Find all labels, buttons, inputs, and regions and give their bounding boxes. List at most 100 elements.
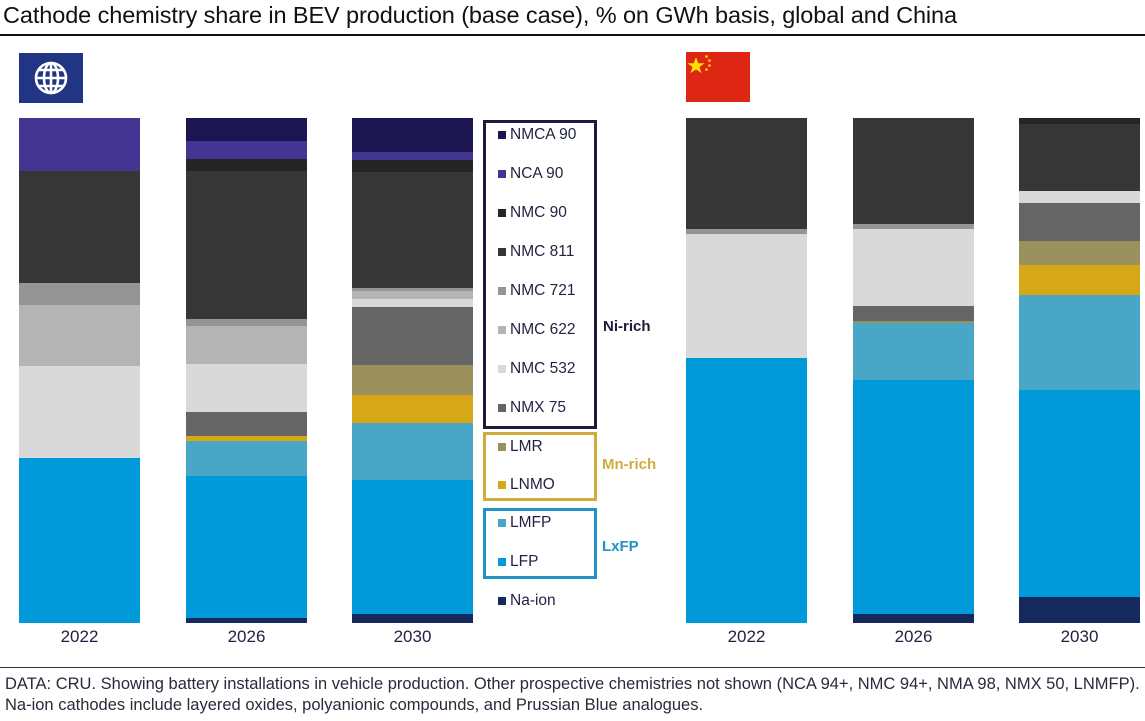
bar-segment-nmc-90 (1019, 117, 1140, 125)
x-tick-label: 2030 (393, 627, 432, 646)
legend-swatch (498, 326, 506, 334)
x-tick-label: 2022 (60, 627, 99, 646)
bar-segment-nmc-532 (186, 363, 307, 413)
bar-segment-na-ion (1019, 596, 1140, 623)
bar-segment-nmc-532 (1019, 190, 1140, 204)
bar-segment-lmfp (853, 322, 974, 381)
legend-swatch (498, 404, 506, 412)
bar-segment-lfp (19, 457, 140, 623)
bar-global-2026 (186, 117, 307, 623)
bar-segment-nmx-75 (1019, 202, 1140, 242)
legend-item-nmc-532: NMC 532 (498, 360, 575, 378)
legend-swatch (498, 365, 506, 373)
x-tick-label: 2022 (727, 627, 766, 646)
bar-segment-lmfp (186, 441, 307, 477)
legend-item-nmx-75: NMX 75 (498, 399, 566, 417)
bar-segment-lfp (352, 479, 473, 614)
legend-label: LMFP (510, 514, 552, 531)
legend-label: NMC 532 (510, 360, 576, 377)
globe-icon (19, 53, 83, 103)
bar-segment-lmr (1019, 240, 1140, 266)
legend-swatch (498, 558, 506, 566)
legend-swatch (498, 248, 506, 256)
legend-label: NMC 721 (510, 282, 576, 299)
legend-swatch (498, 443, 506, 451)
bar-segment-lnmo (186, 435, 307, 442)
bar-segment-lmr (352, 365, 473, 396)
legend-group-label-lxfp: LxFP (602, 538, 639, 555)
china-flag-icon (686, 52, 750, 102)
bar-segment-nmc-721 (686, 228, 807, 235)
legend-item-nmc-622: NMC 622 (498, 321, 575, 339)
legend-group-mn-rich-box (483, 432, 597, 501)
bar-china-2026 (853, 117, 974, 623)
legend-item-nmca-90: NMCA 90 (498, 126, 576, 144)
legend-swatch (498, 481, 506, 489)
legend-label: NMCA 90 (510, 126, 577, 143)
bar-segment-lnmo (352, 394, 473, 424)
bar-segment-lnmo (1019, 265, 1140, 296)
bar-segment-nmc-811 (352, 171, 473, 289)
legend-swatch (498, 597, 506, 605)
bar-segment-nmc-622 (186, 325, 307, 365)
legend-item-nmc-90: NMC 90 (498, 204, 567, 222)
bar-segment-na-ion (853, 613, 974, 623)
legend-item-nca-90: NCA 90 (498, 165, 563, 183)
legend-item-nmc-811: NMC 811 (498, 243, 574, 261)
footnote: DATA: CRU. Showing battery installations… (5, 675, 1140, 714)
legend-label: NMC 622 (510, 321, 576, 338)
legend-label: Na-ion (510, 592, 556, 609)
legend-item-nmc-721: NMC 721 (498, 282, 575, 300)
bar-segment-lfp (853, 379, 974, 614)
bar-segment-nmc-532 (19, 366, 140, 459)
bar-segment-nmc-721 (352, 287, 473, 292)
legend-group-ni-rich-box (483, 120, 597, 429)
legend-group-label-ni-rich: Ni-rich (603, 318, 651, 335)
bar-segment-nmc-811 (853, 117, 974, 225)
bar-segment-lfp (1019, 389, 1140, 598)
chart-title: Cathode chemistry share in BEV productio… (3, 2, 957, 28)
bar-segment-lfp (186, 475, 307, 618)
bar-segment-nmc-811 (1019, 123, 1140, 192)
title-divider (0, 34, 1145, 36)
bar-segment-nmc-90 (352, 159, 473, 173)
bar-global-2022 (19, 117, 140, 623)
bar-global-2030 (352, 117, 473, 623)
bar-segment-nca-90 (352, 151, 473, 160)
bar-segment-lmfp (1019, 294, 1140, 391)
footnote-divider (0, 667, 1145, 668)
bar-segment-na-ion (186, 617, 307, 623)
legend-label: NMC 811 (510, 243, 575, 260)
bar-segment-nmc-811 (686, 117, 807, 229)
bar-segment-na-ion (352, 613, 473, 623)
legend-label: NCA 90 (510, 165, 564, 182)
legend-group-label-mn-rich: Mn-rich (602, 456, 657, 473)
bar-segment-nmc-532 (853, 228, 974, 306)
bar-segment-lmr (853, 320, 974, 324)
x-tick-label: 2026 (894, 627, 933, 646)
legend-group-lxfp-box (483, 508, 597, 579)
bar-segment-nmx-75 (186, 411, 307, 437)
bar-segment-nmc-90 (186, 158, 307, 172)
bar-segment-nmc-532 (686, 233, 807, 359)
legend-item-na-ion: Na-ion (498, 592, 556, 610)
bar-segment-nmca-90 (352, 117, 473, 152)
legend-label: NMX 75 (510, 399, 566, 416)
legend-item-lmr: LMR (498, 438, 543, 456)
bar-segment-nmx-75 (352, 306, 473, 366)
bar-segment-nmc-622 (19, 304, 140, 367)
bar-segment-nca-90 (186, 140, 307, 160)
legend-swatch (498, 170, 506, 178)
legend-label: NMC 90 (510, 204, 567, 221)
x-tick-label: 2030 (1060, 627, 1099, 646)
legend-item-lnmo: LNMO (498, 476, 555, 494)
legend-item-lfp: LFP (498, 553, 538, 571)
legend-label: LNMO (510, 476, 555, 493)
bar-segment-nmc-811 (186, 171, 307, 320)
bar-segment-nca-90 (19, 117, 140, 172)
bar-segment-nmca-90 (186, 117, 307, 142)
bar-china-2030 (1019, 117, 1140, 623)
bar-segment-nmc-721 (19, 282, 140, 306)
x-tick-label: 2026 (227, 627, 266, 646)
legend-swatch (498, 209, 506, 217)
